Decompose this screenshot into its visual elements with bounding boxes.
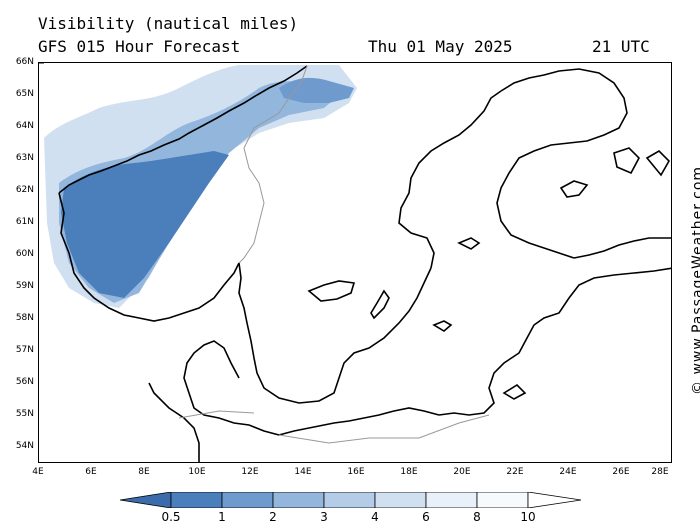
legend-swatch xyxy=(170,492,223,508)
forecast-date: Thu 01 May 2025 xyxy=(368,37,513,56)
legend-label: 8 xyxy=(473,510,481,524)
lon-label: 4E xyxy=(32,467,44,477)
lon-label: 12E xyxy=(241,467,259,477)
legend-swatch xyxy=(323,492,376,508)
legend-swatch xyxy=(272,492,325,508)
legend-label: 0.5 xyxy=(161,510,181,524)
lat-label: 58N xyxy=(15,313,34,323)
visibility-field xyxy=(44,65,357,308)
lon-label: 14E xyxy=(294,467,312,477)
lon-label: 18E xyxy=(400,467,418,477)
lat-label: 54N xyxy=(15,441,34,451)
lat-label: 61N xyxy=(15,217,34,227)
legend-arrow-low xyxy=(120,492,172,508)
copyright-credit: © www.PassageWeather.com xyxy=(690,165,700,395)
lat-label: 60N xyxy=(15,249,34,259)
map-canvas xyxy=(39,63,671,462)
legend-swatch xyxy=(425,492,478,508)
country-borders xyxy=(178,65,490,444)
legend-swatch xyxy=(476,492,529,508)
forecast-time: 21 UTC xyxy=(592,37,650,56)
lat-label: 57N xyxy=(15,345,34,355)
lon-label: 6E xyxy=(85,467,97,477)
lon-label: 20E xyxy=(453,467,471,477)
legend-swatch xyxy=(221,492,274,508)
lon-label: 28E xyxy=(651,467,669,477)
lon-label: 10E xyxy=(188,467,206,477)
color-legend xyxy=(120,492,582,508)
lon-label: 22E xyxy=(506,467,524,477)
legend-arrow-high xyxy=(527,492,582,508)
lat-label: 62N xyxy=(15,185,34,195)
legend-label: 1 xyxy=(218,510,226,524)
map-title: Visibility (nautical miles) xyxy=(38,14,299,33)
legend-label: 3 xyxy=(320,510,328,524)
forecast-label: GFS 015 Hour Forecast xyxy=(38,37,241,56)
legend-label: 4 xyxy=(371,510,379,524)
lon-label: 16E xyxy=(347,467,365,477)
lat-label: 65N xyxy=(15,89,34,99)
legend-label: 6 xyxy=(422,510,430,524)
vis-low-band xyxy=(61,151,229,298)
lon-label: 24E xyxy=(559,467,577,477)
lat-label: 63N xyxy=(15,153,34,163)
map-area xyxy=(38,62,672,463)
lat-label: 55N xyxy=(15,409,34,419)
legend-swatch xyxy=(374,492,427,508)
lon-label: 26E xyxy=(612,467,630,477)
coastlines xyxy=(58,65,671,462)
lat-label: 56N xyxy=(15,377,34,387)
lon-label: 8E xyxy=(138,467,150,477)
lat-label: 66N xyxy=(15,57,34,67)
vis-low-north xyxy=(279,77,354,103)
legend-label: 2 xyxy=(269,510,277,524)
legend-label: 10 xyxy=(520,510,536,524)
lat-label: 59N xyxy=(15,281,34,291)
lat-label: 64N xyxy=(15,121,34,131)
